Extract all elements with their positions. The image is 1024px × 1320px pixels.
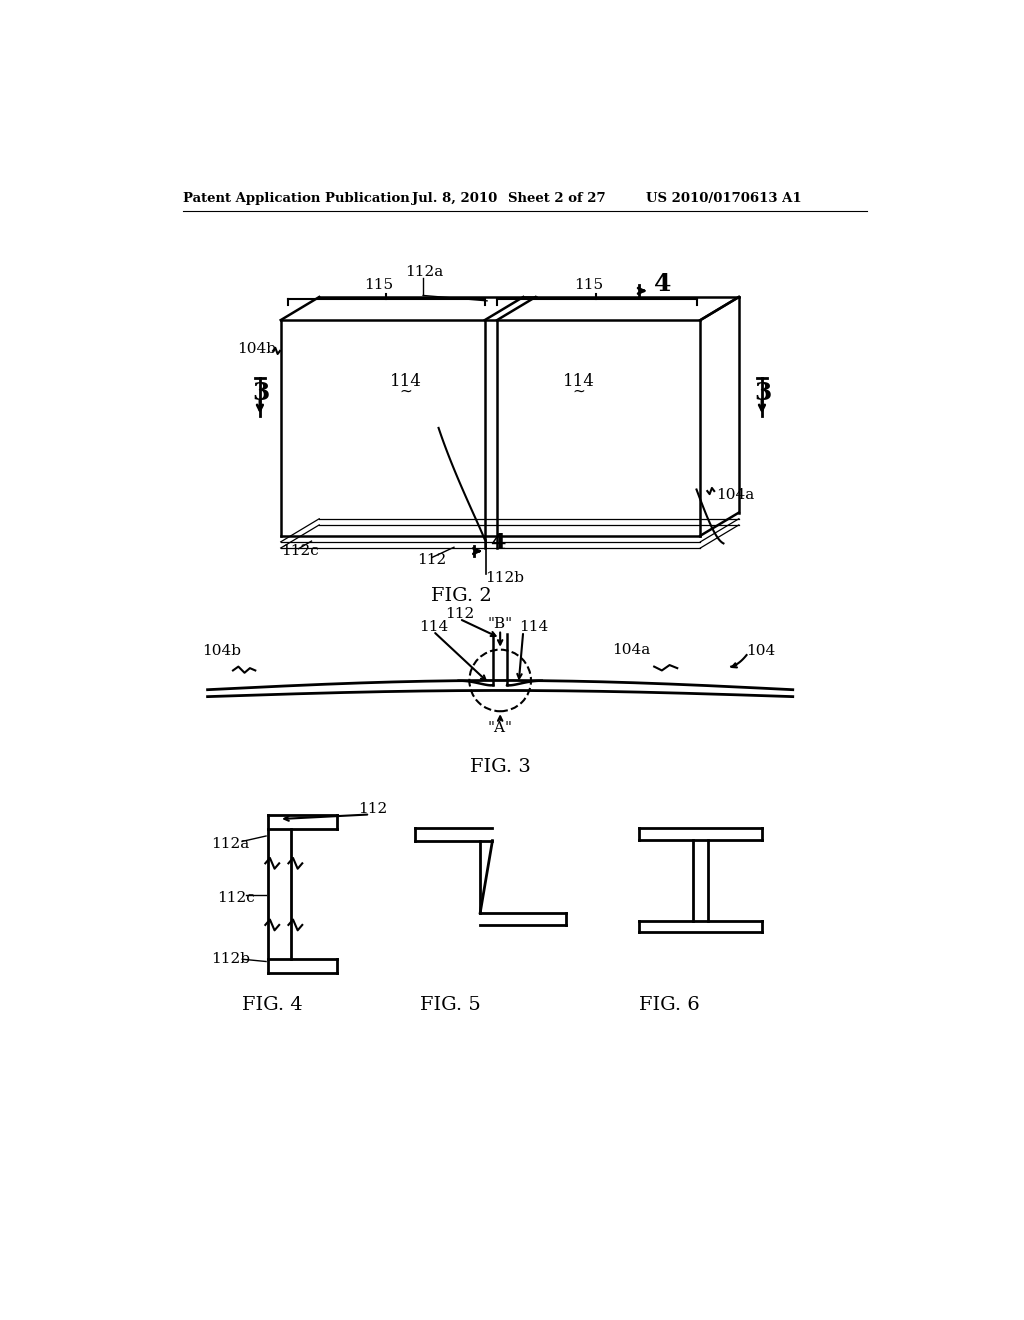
Text: 112: 112 (357, 803, 387, 816)
Text: 104b: 104b (237, 342, 275, 355)
Text: FIG. 6: FIG. 6 (639, 997, 700, 1014)
Text: Jul. 8, 2010: Jul. 8, 2010 (412, 191, 497, 205)
Text: 112c: 112c (217, 891, 255, 904)
Text: 4: 4 (490, 532, 506, 554)
Text: 115: 115 (364, 279, 393, 293)
Text: 114: 114 (563, 374, 595, 391)
Text: Sheet 2 of 27: Sheet 2 of 27 (508, 191, 605, 205)
Text: 112b: 112b (211, 952, 251, 966)
Text: 112c: 112c (281, 544, 318, 558)
Text: 114: 114 (419, 619, 449, 634)
Text: 4: 4 (654, 272, 672, 296)
Text: 112: 112 (444, 607, 474, 622)
Text: FIG. 5: FIG. 5 (420, 997, 480, 1014)
Text: US 2010/0170613 A1: US 2010/0170613 A1 (646, 191, 802, 205)
Text: 114: 114 (390, 374, 422, 391)
Text: "A": "A" (487, 721, 513, 735)
Text: 104a: 104a (716, 488, 754, 502)
Text: 114: 114 (519, 619, 549, 634)
Text: 112a: 112a (406, 264, 443, 279)
Text: "B": "B" (487, 618, 513, 631)
Text: 115: 115 (574, 279, 603, 293)
Text: 104: 104 (746, 644, 776, 659)
Text: ~: ~ (399, 383, 413, 399)
Text: 104b: 104b (202, 644, 242, 659)
Text: 112: 112 (417, 553, 446, 568)
Text: ~: ~ (572, 383, 585, 399)
Text: FIG. 3: FIG. 3 (470, 758, 530, 776)
Text: 3: 3 (252, 381, 269, 405)
Text: Patent Application Publication: Patent Application Publication (183, 191, 410, 205)
Text: 104a: 104a (611, 643, 650, 656)
Text: FIG. 2: FIG. 2 (431, 587, 493, 605)
Text: 112b: 112b (484, 572, 523, 585)
Text: 3: 3 (755, 381, 772, 405)
Text: FIG. 4: FIG. 4 (243, 997, 303, 1014)
Text: 112a: 112a (211, 837, 250, 850)
